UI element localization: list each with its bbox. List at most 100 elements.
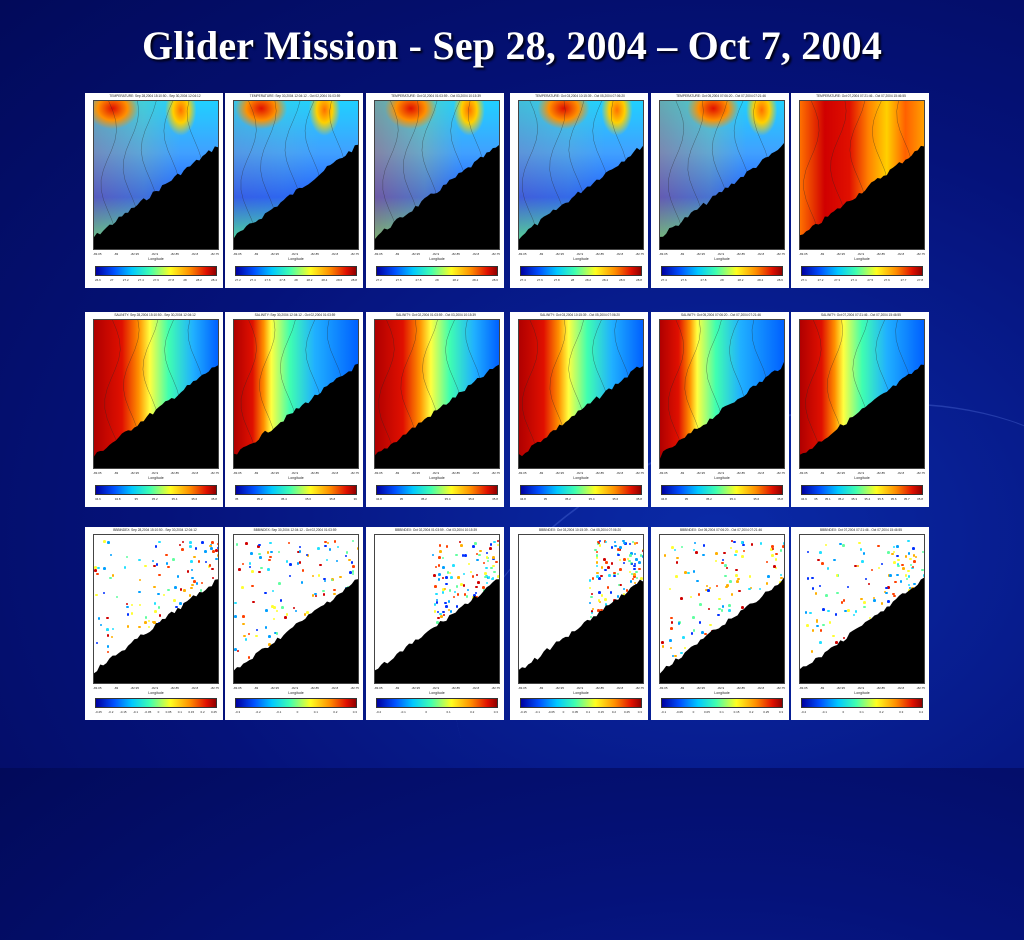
colorbar-tick-label: 27.2 (376, 278, 382, 283)
colorbar-tick-label: 28.6 (777, 278, 783, 283)
section-plot (93, 534, 219, 684)
colorbar (235, 266, 357, 276)
colorbar (376, 698, 498, 708)
colorbar-tick-label: 0.1 (720, 710, 724, 715)
data-point (499, 555, 500, 558)
seafloor-overlay (234, 535, 358, 683)
x-axis-label: Longitude (374, 257, 500, 261)
colorbar-tick-label: 0 (693, 710, 695, 715)
colorbar-tick-label: 35.5 (878, 497, 884, 502)
colorbar-tick-label: -0.1 (401, 710, 406, 715)
seafloor-shape (375, 579, 499, 683)
x-axis-label: Longitude (659, 476, 785, 480)
colorbar-tick-label: 27.6 (537, 278, 543, 283)
colorbar-tick-label: 27 (110, 278, 113, 283)
x-axis-label: Longitude (233, 476, 359, 480)
colorbar-tick-label: 35 (814, 497, 817, 502)
x-axis-label: Longitude (659, 691, 785, 695)
colorbar-tick-label: 0.3 (899, 710, 903, 715)
colorbar-tick-label: 34.8 (520, 497, 526, 502)
colorbar-tick-label: 27.6 (265, 278, 271, 283)
salinity-panel-3: SALINITY: Oct 02,2004 01:03:59 - Oct 03,… (366, 312, 504, 507)
colorbar-tick-label: 35 (400, 497, 403, 502)
colorbar (801, 485, 923, 495)
salinity-panel-5: SALINITY: Oct 05,2004 07:06:20 - Oct 07,… (651, 312, 789, 507)
section-plot (93, 100, 219, 250)
bbbindex-panel-3: BBBINDEX: Oct 02,2004 01:03:59 - Oct 03,… (366, 527, 504, 720)
section-plot (374, 100, 500, 250)
seafloor-shape (94, 365, 218, 468)
colorbar-tick-label: 35.6 (305, 497, 311, 502)
colorbar-tick-label: -0.05 (144, 710, 151, 715)
colorbar-tick-label: 28.2 (738, 278, 744, 283)
colorbar-tick-label: 0 (563, 710, 565, 715)
bbbindex-panel-2: BBBINDEX: Sep 30,2004 12:04:12 - Oct 02,… (225, 527, 363, 720)
seafloor-shape (519, 366, 643, 468)
seafloor-overlay (375, 535, 499, 683)
colorbar-tick-label: 35.8 (917, 497, 923, 502)
contour-lines (94, 101, 218, 249)
colorbar-tick-label: 0 (842, 710, 844, 715)
colorbar-tick-label: 35.4 (864, 497, 870, 502)
colorbar-tick-label: 0.2 (333, 710, 337, 715)
colorbar-tick-label: 0.15 (598, 710, 604, 715)
colorbar-tick-label: 27.6 (396, 278, 402, 283)
temperature-panel-2: TEMPERATURE: Sep 30,2004 12:04:12 - Oct … (225, 93, 363, 288)
bbbindex-panel-4: BBBINDEX: Oct 03,2004 10:15:39 - Oct 05,… (510, 527, 648, 720)
colorbar-tick-label: 34.8 (376, 497, 382, 502)
colorbar-tick-label: 34.6 (95, 497, 101, 502)
colorbar-tick-label: 35.4 (445, 497, 451, 502)
colorbar-tick-label: 28.4 (602, 278, 608, 283)
colorbar-tick-label: 28.4 (757, 278, 763, 283)
section-plot (518, 319, 644, 469)
contour-lines (800, 320, 924, 468)
colorbar-tick-label: 28 (571, 278, 574, 283)
colorbar-tick-label: 0.25 (624, 710, 630, 715)
section-plot (374, 319, 500, 469)
colorbar (661, 485, 783, 495)
colorbar-tick-label: 28.4 (211, 278, 217, 283)
section-plot (799, 100, 925, 250)
colorbar-tick-label: 28.2 (585, 278, 591, 283)
colorbar-tick-label: 28.2 (453, 278, 459, 283)
colorbar-tick-label: -0.1 (133, 710, 138, 715)
section-plot (799, 319, 925, 469)
section-plot (233, 534, 359, 684)
colorbar-tick-label: 0.2 (470, 710, 474, 715)
colorbar-tick-label: -0.2 (801, 710, 806, 715)
colorbar-tick-label: 0.05 (572, 710, 578, 715)
colorbar-tick-label: 28.2 (307, 278, 313, 283)
colorbar-tick-label: -0.1 (822, 710, 827, 715)
data-point (643, 553, 644, 556)
colorbar-tick-label: 34.8 (115, 497, 121, 502)
colorbar (376, 485, 498, 495)
colorbar-tick-label: 35.3 (851, 497, 857, 502)
colorbar-tick-label: 27.4 (661, 278, 667, 283)
colorbar-tick-label: 27.2 (235, 278, 241, 283)
colorbar-tick-label: 35.6 (468, 497, 474, 502)
data-point (499, 552, 500, 555)
colorbar-tick-label: 26.6 (95, 278, 101, 283)
x-axis-label: Longitude (233, 257, 359, 261)
colorbar-tick-label: 0.1 (178, 710, 182, 715)
contour-lines (234, 101, 358, 249)
temperature-panel-1: TEMPERATURE: Sep 28,2004 15:10:50 - Sep … (85, 93, 223, 288)
x-axis-label: Longitude (518, 691, 644, 695)
section-plot (659, 534, 785, 684)
contour-lines (94, 320, 218, 468)
seafloor-shape (660, 362, 784, 468)
x-axis-label: Longitude (93, 691, 219, 695)
colorbar (801, 266, 923, 276)
salinity-panel-4: SALINITY: Oct 03,2004 10:15:39 - Oct 05,… (510, 312, 648, 507)
colorbar-tick-label: 0.05 (704, 710, 710, 715)
section-plot (233, 319, 359, 469)
colorbar-tick-label: 35.6 (753, 497, 759, 502)
colorbar-tick-label: 36 (354, 497, 357, 502)
colorbar-tick-label: 28 (183, 278, 186, 283)
colorbar-tick-label: 35 (544, 497, 547, 502)
